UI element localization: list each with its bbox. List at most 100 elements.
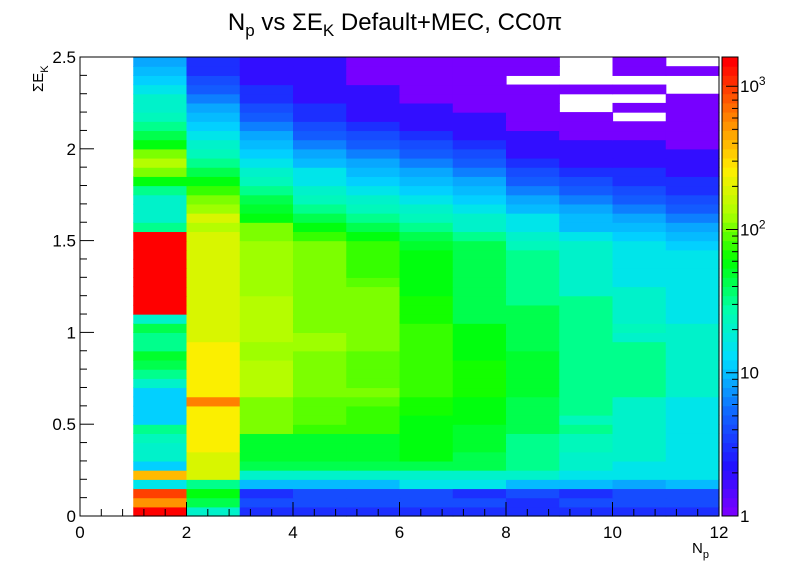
heatmap-cell <box>665 387 720 398</box>
heatmap-cell <box>133 240 188 251</box>
heatmap-cell <box>612 359 667 370</box>
heatmap-cell <box>665 194 720 205</box>
heatmap-cell <box>665 314 720 324</box>
heatmap-cell <box>293 442 347 453</box>
heatmap-cell <box>346 369 401 379</box>
color-scale-bar <box>721 56 739 517</box>
heatmap-cell <box>239 203 294 214</box>
heatmap-cell <box>186 415 241 425</box>
heatmap-cell <box>559 258 614 269</box>
heatmap-cell <box>239 378 294 389</box>
heatmap-cell <box>293 203 347 214</box>
heatmap-cell <box>506 460 560 471</box>
heatmap-cell <box>186 258 241 269</box>
x-tick-label: 12 <box>710 523 729 542</box>
heatmap-cell <box>346 470 401 480</box>
heatmap-cell <box>665 479 720 490</box>
heatmap-cell <box>239 112 294 122</box>
heatmap-cell <box>452 442 507 453</box>
heatmap-cell <box>133 277 188 288</box>
heatmap-cell <box>186 112 241 122</box>
color-scale-swatch <box>722 203 738 214</box>
heatmap-cell <box>452 304 507 315</box>
heatmap-cell <box>399 176 454 187</box>
heatmap-cell <box>559 387 614 398</box>
heatmap-cell <box>293 176 347 187</box>
heatmap-cell <box>186 304 241 315</box>
heatmap-cells <box>133 57 720 517</box>
heatmap-cell <box>665 268 720 278</box>
heatmap-cell <box>346 148 401 159</box>
heatmap-cell <box>506 213 560 223</box>
heatmap-cell <box>133 57 188 67</box>
heatmap-cell <box>665 157 720 168</box>
heatmap-cell <box>399 157 454 168</box>
heatmap-cell <box>293 424 347 434</box>
heatmap-cell <box>612 157 667 168</box>
heatmap-cell <box>346 194 401 205</box>
heatmap-cell <box>239 277 294 288</box>
heatmap-cell <box>399 231 454 242</box>
heatmap-cell <box>506 121 560 132</box>
heatmap-cell <box>346 497 401 508</box>
heatmap-cell <box>665 148 720 159</box>
heatmap-cell <box>612 295 667 306</box>
heatmap-cell <box>665 350 720 361</box>
heatmap-cell <box>293 157 347 168</box>
heatmap-cell <box>293 231 347 242</box>
heatmap-cell <box>452 470 507 480</box>
color-scale-swatch <box>722 157 738 168</box>
heatmap-cell <box>186 130 241 141</box>
heatmap-cell <box>239 332 294 343</box>
heatmap-cell <box>665 323 720 333</box>
color-scale-swatch <box>722 405 738 416</box>
color-scale-swatch <box>722 268 738 278</box>
heatmap-cell <box>133 506 188 517</box>
heatmap-cell <box>186 369 241 379</box>
heatmap-cell <box>665 176 720 187</box>
chart-title: Np vs ΣEK Default+MEC, CC0π <box>228 9 562 40</box>
heatmap-cell <box>186 157 241 168</box>
heatmap-cell <box>346 488 401 499</box>
heatmap-cell <box>186 277 241 288</box>
heatmap-cell <box>665 442 720 453</box>
heatmap-cell <box>293 258 347 269</box>
heatmap-cell <box>665 139 720 150</box>
heatmap-cell <box>612 176 667 187</box>
heatmap-cell <box>612 314 667 324</box>
heatmap-cell <box>133 268 188 278</box>
color-scale-swatch <box>722 341 738 352</box>
heatmap-cell <box>399 506 454 517</box>
heatmap-cell <box>133 424 188 434</box>
heatmap-cell <box>612 167 667 177</box>
heatmap-cell <box>346 378 401 389</box>
heatmap-cell <box>452 286 507 297</box>
heatmap-cell <box>665 359 720 370</box>
heatmap-cell <box>559 359 614 370</box>
heatmap-cell <box>506 194 560 205</box>
heatmap-cell <box>665 231 720 242</box>
heatmap-cell <box>399 213 454 223</box>
heatmap-cell <box>239 341 294 352</box>
heatmap-cell <box>452 506 507 517</box>
heatmap-cell <box>665 378 720 389</box>
heatmap-cell <box>239 497 294 508</box>
heatmap-cell <box>612 194 667 205</box>
heatmap-cell <box>452 479 507 490</box>
heatmap-cell <box>293 213 347 223</box>
heatmap-cell <box>399 277 454 288</box>
heatmap-cell <box>133 470 188 480</box>
heatmap-cell <box>452 488 507 499</box>
heatmap-cell <box>293 249 347 260</box>
heatmap-cell <box>399 84 454 95</box>
heatmap-cell <box>186 442 241 453</box>
heatmap-cell <box>133 405 188 416</box>
heatmap-cell <box>612 102 667 113</box>
heatmap-cell <box>293 295 347 306</box>
heatmap-cell <box>559 378 614 389</box>
heatmap-cell <box>506 304 560 315</box>
heatmap-cell <box>559 442 614 453</box>
heatmap-cell <box>506 479 560 490</box>
color-scale-swatch <box>722 75 738 86</box>
heatmap-cell <box>239 506 294 517</box>
